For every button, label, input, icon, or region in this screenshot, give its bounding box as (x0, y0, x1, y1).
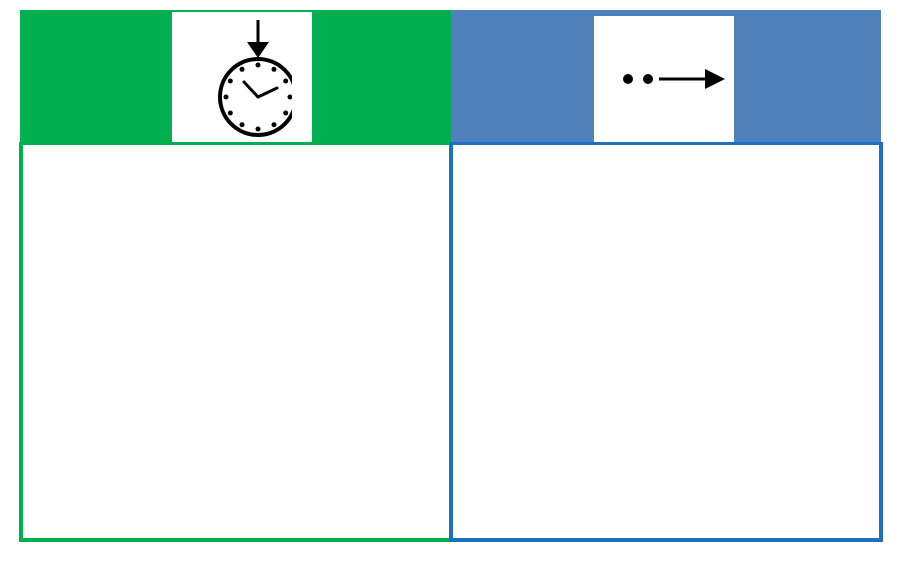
right-icon-card (594, 16, 734, 142)
stopwatch-arrow-down-icon (218, 20, 292, 137)
right-column-header (451, 10, 881, 142)
right-content-panel (449, 142, 883, 542)
dots-arrow-right-icon (623, 69, 725, 89)
left-content-panel (19, 142, 451, 542)
left-icon-card (172, 12, 312, 142)
left-column-header (20, 10, 451, 142)
